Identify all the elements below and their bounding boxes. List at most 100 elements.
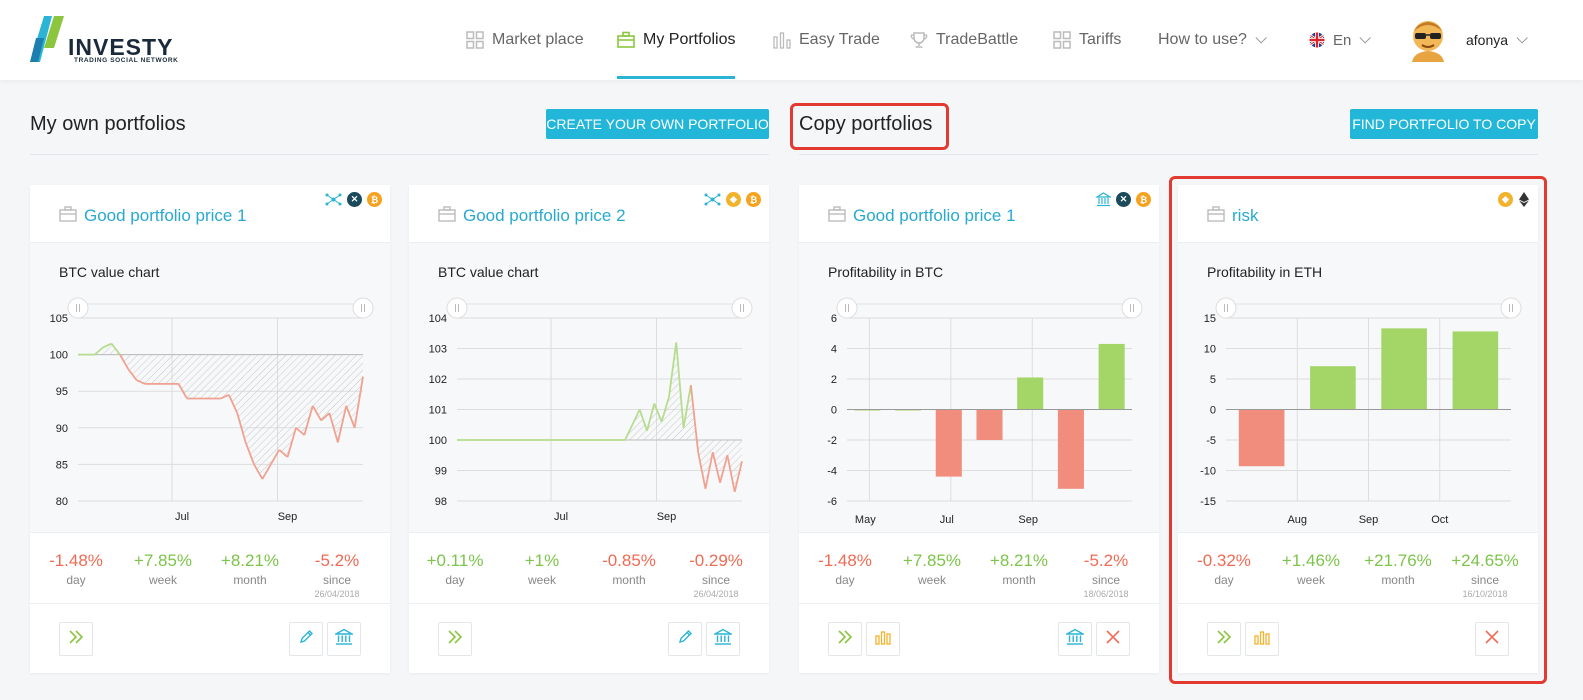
range-handle[interactable]	[1215, 297, 1237, 319]
portfolio-card: risk ◆ Profitability in ETH 15 10 5 0 -5 -10 -15 A…	[1178, 185, 1538, 673]
forward-button[interactable]	[438, 622, 472, 656]
trophy-icon	[910, 32, 928, 48]
bar[interactable]	[976, 409, 1003, 441]
avatar[interactable]	[1408, 18, 1448, 62]
series-line-segment	[353, 376, 364, 428]
bank-button[interactable]	[706, 622, 740, 656]
series-line-segment	[244, 442, 255, 465]
stats-icon	[1253, 628, 1271, 651]
card-header: Good portfolio price 2 ◆ ₿	[409, 185, 769, 243]
uk-flag-icon	[1309, 32, 1325, 48]
edit-button[interactable]	[289, 622, 323, 656]
since-date: 26/04/2018	[314, 589, 360, 599]
y-tick-label: 100	[50, 350, 68, 362]
edit-button[interactable]	[668, 622, 702, 656]
nav-easy-trade[interactable]: Easy Trade	[773, 0, 880, 80]
copy-portfolios-title: Copy portfolios	[799, 113, 933, 135]
stat-label: day	[445, 573, 465, 587]
stat-value: +8.21%	[989, 551, 1049, 570]
y-tick-label: 4	[831, 344, 837, 356]
portfolio-name-link[interactable]: Good portfolio price 2	[463, 206, 626, 225]
y-tick-label: -10	[1200, 466, 1216, 478]
nav-how-to-use[interactable]: How to use?	[1158, 0, 1267, 80]
x-tick-label: Jul	[940, 514, 954, 526]
portfolio-card: Good portfolio price 2 ◆ ₿ BTC value chart 1…	[409, 185, 769, 673]
y-tick-label: -6	[827, 496, 837, 508]
series-line-segment	[646, 403, 656, 432]
close-button[interactable]	[1475, 622, 1509, 656]
range-handle[interactable]	[1500, 297, 1522, 319]
portfolio-name-link[interactable]: risk	[1232, 206, 1259, 225]
bar[interactable]	[1098, 343, 1125, 410]
bar[interactable]	[1452, 331, 1499, 410]
series-line-segment	[136, 379, 146, 385]
forward-icon	[446, 629, 464, 649]
user-menu[interactable]: afonya	[1466, 0, 1528, 80]
y-tick-label: 2	[831, 374, 837, 386]
portfolio-name-link[interactable]: Good portfolio price 1	[84, 206, 247, 225]
stat-label: week	[1296, 573, 1325, 587]
portfolio-name-link[interactable]: Good portfolio price 1	[853, 206, 1016, 225]
bar[interactable]	[935, 409, 962, 477]
bar[interactable]	[1057, 409, 1084, 489]
series-line-segment	[320, 412, 331, 422]
chart-title: BTC value chart	[438, 264, 539, 280]
bar[interactable]	[1310, 366, 1356, 410]
bar[interactable]	[1381, 328, 1427, 410]
edit-icon	[677, 629, 693, 650]
nav-market-place[interactable]: Market place	[466, 0, 584, 80]
forward-button[interactable]	[828, 622, 862, 656]
divider	[30, 154, 769, 155]
y-tick-label: 85	[56, 459, 68, 471]
find-portfolio-button[interactable]: FIND PORTFOLIO TO COPY	[1350, 109, 1538, 139]
bitcoin-icon: ₿	[746, 192, 761, 207]
x-tick-label: May	[855, 514, 876, 526]
avatar-image	[1412, 21, 1444, 62]
close-button[interactable]	[1096, 622, 1130, 656]
edit-icon	[298, 629, 314, 650]
range-handle[interactable]	[836, 297, 858, 319]
top-header: INVESTY TRADING SOCIAL NETWORK Market pl…	[0, 0, 1583, 80]
forward-button[interactable]	[59, 622, 93, 656]
create-portfolio-button[interactable]: CREATE YOUR OWN PORTFOLIO	[546, 109, 769, 139]
series-line-segment	[94, 346, 104, 356]
nav-label: TradeBattle	[936, 31, 1019, 48]
nav-tariffs[interactable]: Tariffs	[1053, 0, 1121, 80]
stats-button[interactable]	[1245, 622, 1279, 656]
stats-button[interactable]	[866, 622, 900, 656]
y-tick-label: 99	[435, 466, 447, 478]
bank-button[interactable]	[327, 622, 361, 656]
range-handle[interactable]	[352, 297, 374, 319]
logo-text: INVESTY	[68, 34, 174, 60]
grid-icon	[466, 31, 484, 49]
investy-logo[interactable]: INVESTY TRADING SOCIAL NETWORK	[30, 16, 190, 66]
xrp-icon: ✕	[347, 192, 362, 207]
network-icon	[325, 192, 342, 207]
bar[interactable]	[1017, 377, 1044, 410]
range-handle[interactable]	[731, 297, 753, 319]
nav-my-portfolios[interactable]: My Portfolios	[617, 0, 736, 80]
series-line-segment	[668, 342, 678, 398]
stat-since: -5.2% since 18/06/2018	[1062, 551, 1150, 599]
range-handle[interactable]	[67, 297, 89, 319]
bank-button[interactable]	[1058, 622, 1092, 656]
stat-since: -0.29% since 26/04/2018	[672, 551, 760, 599]
x-tick-label: Jul	[175, 511, 189, 523]
chart-title: Profitability in BTC	[828, 264, 944, 280]
series-line-segment	[653, 403, 663, 423]
performance-stats: -1.48% day +7.85% week +8.21% month -5.2% since…	[30, 534, 390, 604]
xrp-icon: ✕	[1116, 192, 1131, 207]
language-selector[interactable]: En	[1309, 0, 1372, 80]
nav-tradebattle[interactable]: TradeBattle	[910, 0, 1018, 80]
bar[interactable]	[1238, 409, 1285, 467]
forward-button[interactable]	[1207, 622, 1241, 656]
stat-since: -5.2% since 26/04/2018	[293, 551, 381, 599]
stat-day: -1.48% day	[32, 551, 120, 587]
range-handle[interactable]	[446, 297, 468, 319]
series-line-segment	[278, 449, 289, 458]
series-line-segment	[624, 424, 634, 441]
range-handle[interactable]	[1121, 297, 1143, 319]
x-tick-label: Oct	[1431, 514, 1448, 526]
chart-panel: BTC value chart 104 103 102 101 100 99 98 Jul Sep	[409, 243, 769, 533]
stat-value: +1%	[524, 551, 560, 570]
